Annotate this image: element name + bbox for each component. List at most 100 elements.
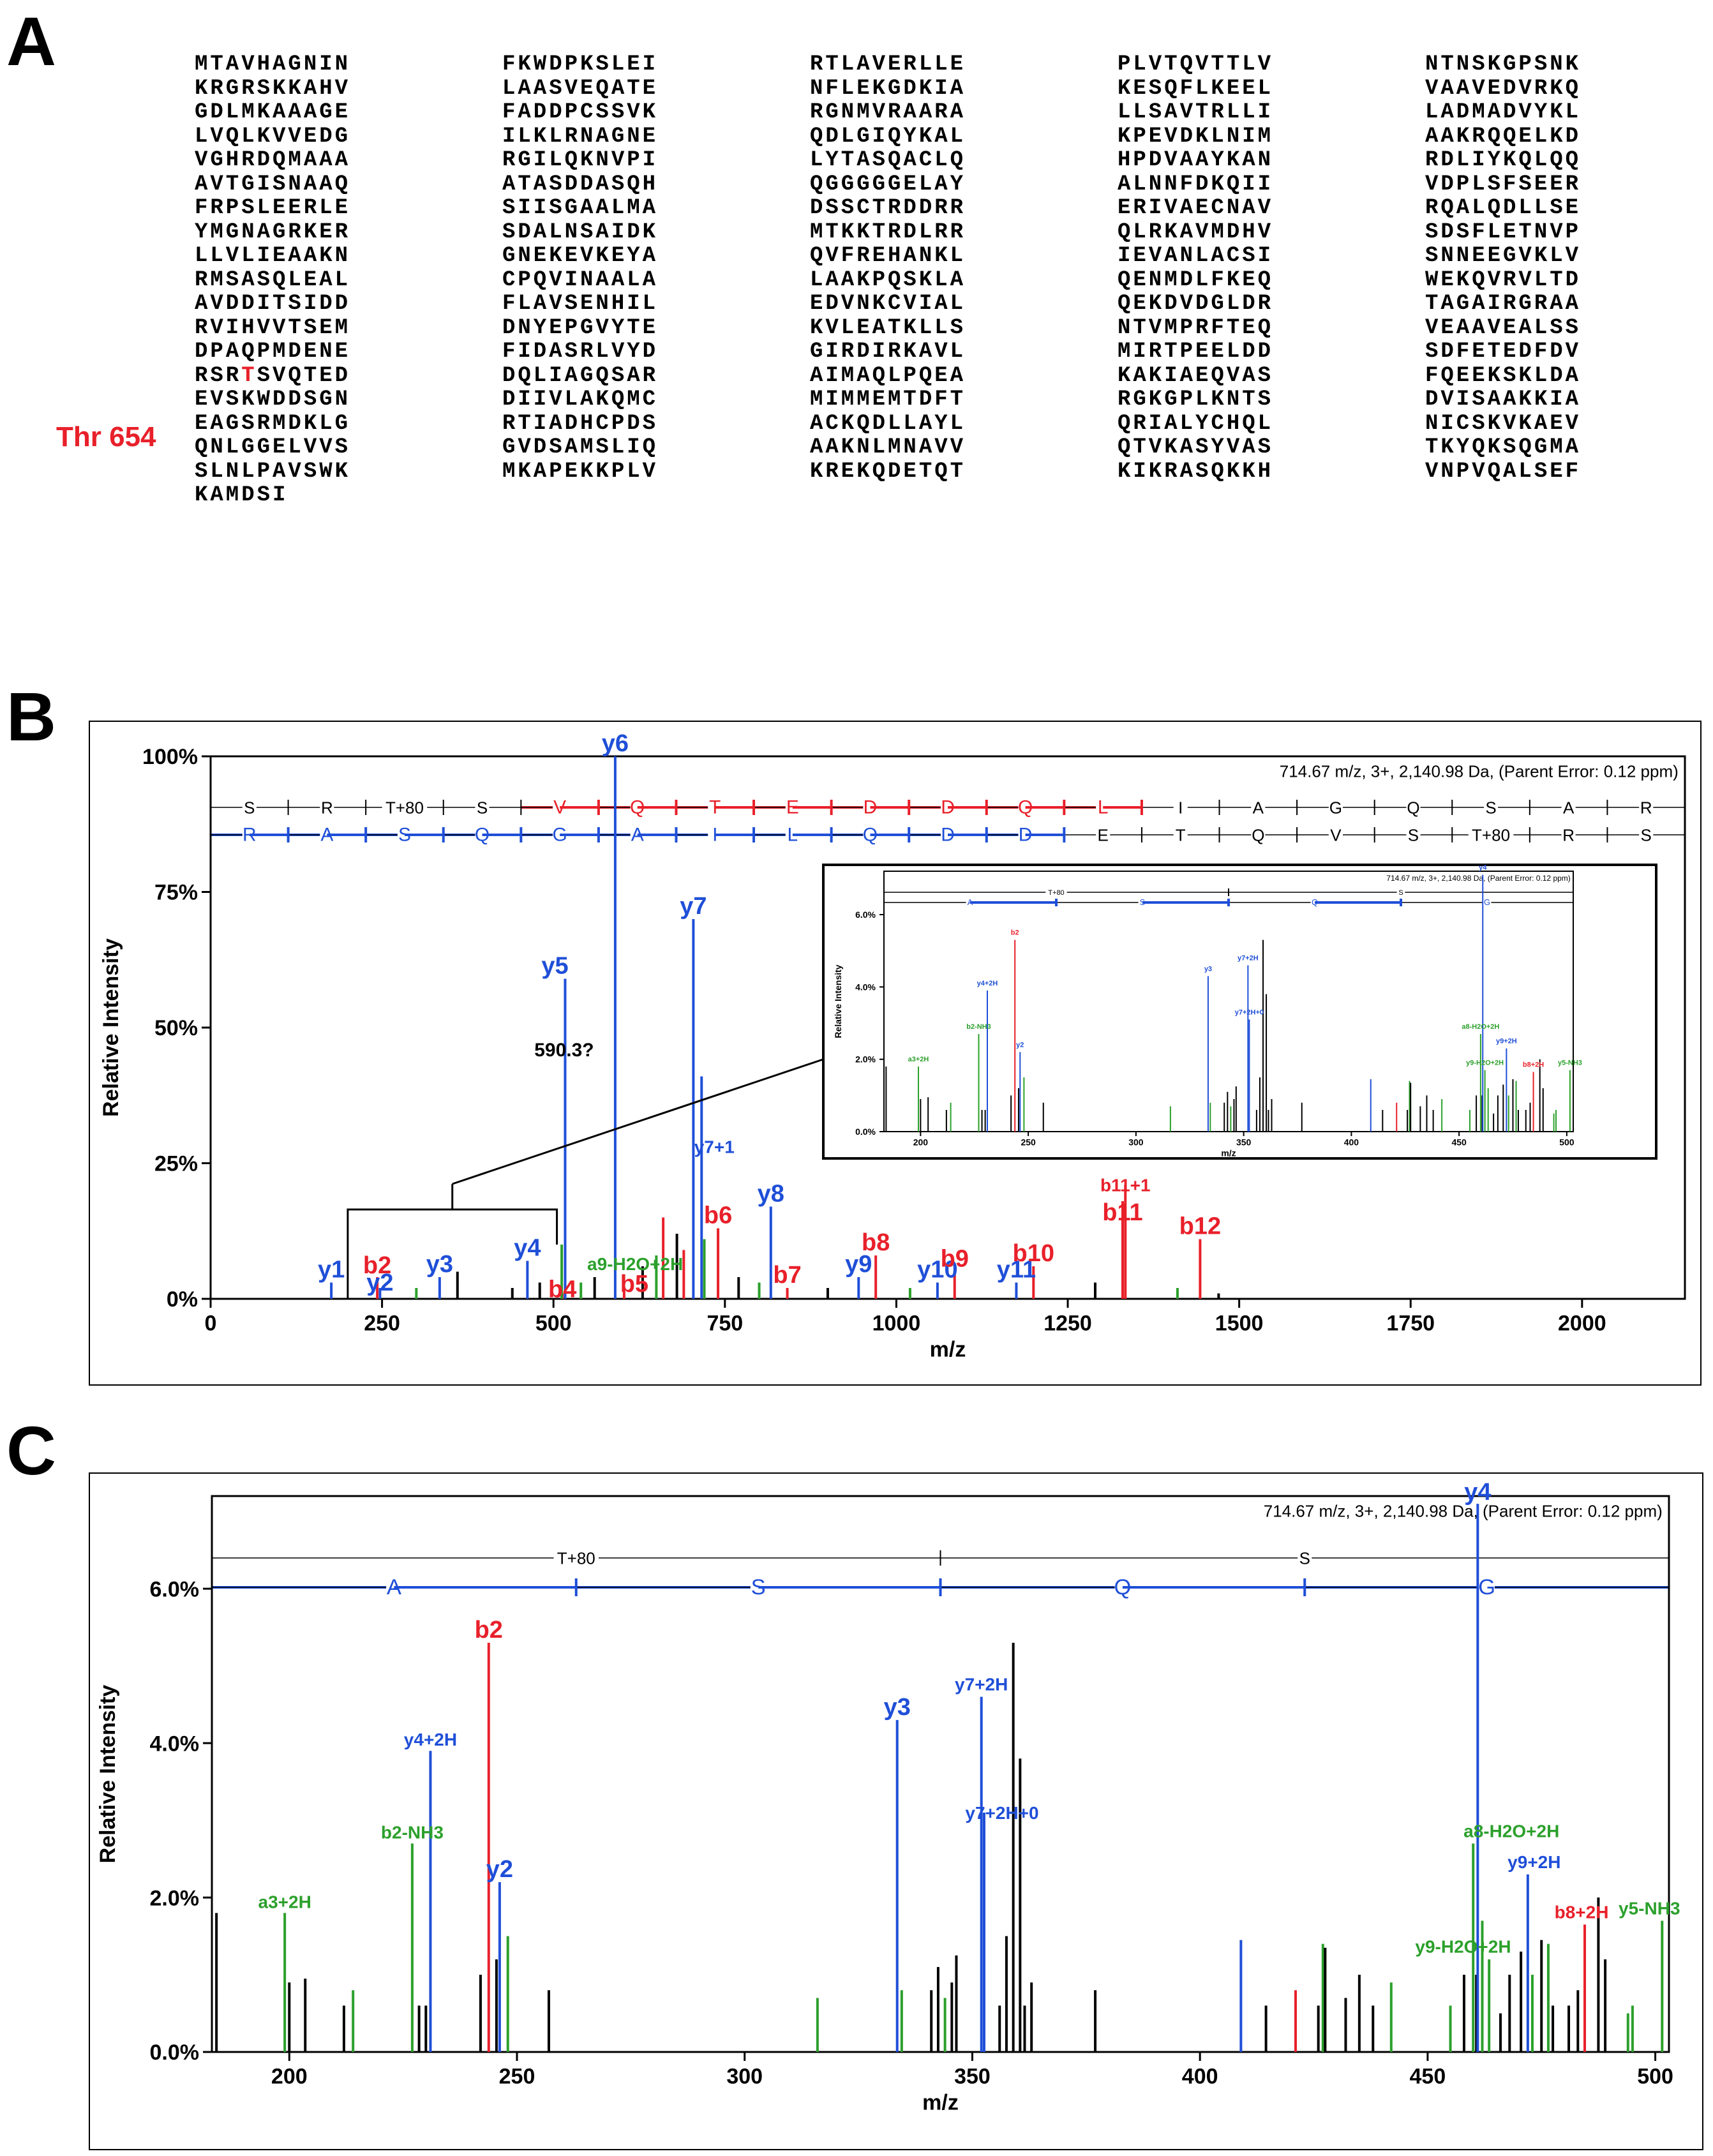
x-tick-label: 400 — [1182, 2065, 1218, 2089]
y-sequence-gap — [1251, 825, 1266, 845]
inset-frame — [822, 864, 1657, 1160]
b-sequence-residue: G — [1329, 798, 1342, 817]
spectrum-c: 0.0% 2.0% 4.0% 6.0% 200 250 300 350 400 450 500 m/z… — [89, 1472, 1703, 2150]
inset-top-seq-residue: T+80 — [1048, 889, 1064, 897]
peak-label: y3 — [884, 1694, 911, 1721]
y-sequence-residue: V — [1330, 825, 1342, 844]
sequence-block: IEVANLACSI — [1118, 244, 1274, 268]
b-sequence-gap — [785, 797, 800, 818]
sequence-block: AVTGISNAAQ — [195, 172, 351, 197]
y-tick-label: 4.0% — [150, 1732, 200, 1756]
peak-label: b5 — [620, 1271, 648, 1298]
y-tick-label: 25% — [154, 1152, 198, 1176]
sequence-block: LLSAVTRLLI — [1118, 100, 1274, 124]
c-top-seq-gap — [1298, 1548, 1312, 1568]
sequence-block: MIMMEMTDFT — [810, 387, 966, 412]
sequence-block: QEKDVDGLDR — [1118, 292, 1274, 316]
peak-label: b10 — [1013, 1240, 1054, 1267]
sequence-block: RVIHVVTSEM — [195, 315, 351, 340]
b-sequence-gap — [1483, 797, 1499, 818]
sequence-block: LLVLIEAAKN — [195, 244, 351, 268]
y-axis-label: Relative Intensity — [833, 964, 843, 1038]
peak-label: y5-NH3 — [1558, 1059, 1582, 1067]
y-sequence-residue: E — [1097, 825, 1108, 844]
peak-label: b11+1 — [1100, 1176, 1151, 1195]
x-tick-label: 1500 — [1215, 1312, 1264, 1336]
peak-label: y3 — [426, 1251, 453, 1278]
y-sequence-gap — [1173, 825, 1188, 845]
b-sequence-residue: T+80 — [385, 798, 424, 817]
sequence-block: VAAVEDVRKQ — [1425, 76, 1582, 101]
peak-label: a3+2H — [908, 1056, 929, 1063]
sequence-block: KESQFLKEEL — [1118, 76, 1274, 101]
peak-label: y2 — [486, 1856, 513, 1883]
sequence-block: QTVKASYVAS — [1118, 435, 1274, 460]
peak-label: y9 — [845, 1251, 872, 1278]
sequence-block: RTIADHCPDS — [502, 411, 659, 436]
x-tick-label: 0 — [205, 1312, 217, 1336]
peak-label: b9 — [941, 1246, 969, 1273]
sequence-block: AVDDITSIDD — [195, 292, 351, 316]
y-tick-label: 100% — [142, 745, 198, 769]
peak-annotation: 590.3? — [534, 1040, 594, 1061]
sequence-block: SDFETEDFDV — [1425, 340, 1582, 364]
b-sequence-gap — [1328, 797, 1343, 818]
peak-label: b8 — [862, 1229, 890, 1256]
peak-label: y4+2H — [404, 1730, 457, 1749]
sequence-block: DSSCTRDDRR — [810, 196, 966, 220]
sequence-block: QENMDLFKEQ — [1118, 267, 1274, 292]
peak-label: y8 — [758, 1181, 784, 1208]
b-sequence-gap — [382, 797, 428, 818]
sequence-block: RGILQKNVPI — [502, 148, 659, 172]
y-sequence-residue: S — [1408, 825, 1419, 844]
sequence-block: SNNEEGVKLV — [1425, 244, 1582, 268]
sequence-block: FQEEKSKLDA — [1425, 363, 1582, 388]
x-axis-label: m/z — [922, 2091, 959, 2115]
sequence-block: VNPVQALSEF — [1425, 459, 1582, 484]
peak-label: b4 — [548, 1276, 576, 1303]
peak-label: y4+2H — [977, 980, 998, 987]
peak-label: y4 — [1479, 864, 1487, 872]
sequence-block: FRPSLEERLE — [195, 196, 351, 220]
peak-label: b8+2H — [1523, 1061, 1544, 1069]
sequence-block: EDVNKCVIAL — [810, 292, 966, 316]
sequence-block: LVQLKVVEDG — [195, 124, 351, 149]
peak-label: y6 — [602, 730, 629, 757]
sequence-block: EAGSRMDKLG — [195, 411, 351, 436]
y-sequence-gap — [1561, 825, 1576, 845]
sequence-block: SIISGAALMA — [502, 196, 659, 220]
peak-label: y9-H2O+2H — [1466, 1059, 1504, 1067]
sequence-block: MIRTPEELDD — [1118, 340, 1274, 364]
panel-label-b: B — [6, 678, 56, 755]
sequence-block: KAMDSI — [195, 483, 288, 507]
sequence-block: LAAKPQSKLA — [810, 267, 966, 292]
sequence-block: SLNLPAVSWK — [195, 459, 351, 484]
sequence-block: GVDSAMSLIQ — [502, 435, 659, 460]
peak-label: y7+2H — [955, 1675, 1008, 1695]
spectrum-b: 0% 25% 50% 75% 100% 0 250 500 750 1000 1250 1500 175… — [89, 721, 1702, 1386]
y-sequence-gap — [1018, 825, 1033, 845]
sequence-block: QRIALYCHQL — [1118, 411, 1274, 436]
peak-label: b2 — [1011, 929, 1019, 937]
sequence-block: KVLEATKLLS — [810, 315, 966, 340]
sequence-block: RGKGPLKNTS — [1118, 387, 1274, 412]
x-tick-label: 300 — [1128, 1137, 1144, 1148]
sequence-block: SDSFLETNVP — [1425, 220, 1582, 244]
x-tick-label: 1000 — [872, 1312, 921, 1336]
sequence-block: GDLMKAAAGE — [195, 100, 351, 124]
peak-label: y2 — [366, 1269, 393, 1296]
x-tick-label: 300 — [726, 2065, 763, 2089]
y-axis-label: Relative Intensity — [96, 1685, 120, 1864]
sequence-block: WEKQVRVLTD — [1425, 267, 1582, 292]
b-sequence-gap — [1173, 797, 1188, 818]
b-sequence-residue: I — [1178, 798, 1183, 817]
y-tick-label: 0% — [167, 1287, 198, 1312]
y-tick-label: 2.0% — [855, 1054, 876, 1065]
sequence-block: NTVMPRFTEQ — [1118, 315, 1274, 340]
b-sequence-residue: Q — [1407, 798, 1419, 817]
sequence-block: DQLIAGQSAR — [502, 363, 659, 388]
x-tick-label: 250 — [499, 2065, 535, 2089]
peak-label: y2 — [1016, 1041, 1024, 1049]
b-sequence-residue: S — [244, 798, 255, 817]
x-tick-label: 450 — [1451, 1137, 1467, 1148]
